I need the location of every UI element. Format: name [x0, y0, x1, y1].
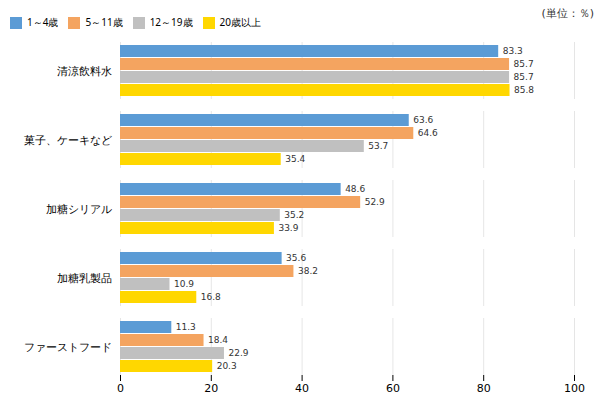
svg-text:22.9: 22.9 — [228, 348, 248, 358]
svg-text:18.4: 18.4 — [208, 335, 228, 345]
svg-text:加糖乳製品: 加糖乳製品 — [57, 272, 112, 285]
svg-text:80: 80 — [477, 382, 491, 395]
svg-text:20.3: 20.3 — [217, 361, 237, 371]
svg-text:20: 20 — [204, 382, 218, 395]
html-text:5～11歳: 5～11歳 — [85, 15, 123, 29]
svg-text:60: 60 — [386, 382, 400, 395]
html-text:12～19歳: 12～19歳 — [149, 15, 193, 29]
html-text:(単位：％): (単位：％) — [541, 7, 594, 20]
svg-text:加糖シリアル: 加糖シリアル — [46, 203, 112, 216]
svg-text:40: 40 — [295, 382, 309, 395]
svg-text:35.6: 35.6 — [286, 253, 306, 263]
svg-text:100: 100 — [564, 382, 585, 395]
svg-text:83.3: 83.3 — [503, 46, 523, 56]
svg-text:35.4: 35.4 — [285, 154, 305, 164]
svg-text:52.9: 52.9 — [365, 197, 385, 207]
svg-text:85.7: 85.7 — [514, 72, 534, 82]
html-text:20歳以上: 20歳以上 — [219, 15, 261, 29]
svg-text:38.2: 38.2 — [298, 266, 318, 276]
svg-text:16.8: 16.8 — [201, 292, 221, 302]
svg-text:0: 0 — [117, 382, 124, 395]
svg-text:11.3: 11.3 — [176, 322, 196, 332]
svg-text:ファーストフード: ファーストフード — [24, 341, 112, 354]
svg-text:菓子、ケーキなど: 菓子、ケーキなど — [24, 134, 112, 147]
svg-text:33.9: 33.9 — [278, 223, 298, 233]
svg-text:48.6: 48.6 — [345, 184, 365, 194]
html-text:1～4歳: 1～4歳 — [27, 15, 59, 29]
svg-text:85.8: 85.8 — [514, 85, 534, 95]
svg-text:清涼飲料水: 清涼飲料水 — [57, 65, 112, 78]
svg-text:10.9: 10.9 — [174, 279, 194, 289]
svg-text:35.2: 35.2 — [284, 210, 304, 220]
svg-text:64.6: 64.6 — [418, 128, 438, 138]
svg-text:85.7: 85.7 — [514, 59, 534, 69]
svg-text:63.6: 63.6 — [413, 115, 433, 125]
svg-text:53.7: 53.7 — [368, 141, 388, 151]
